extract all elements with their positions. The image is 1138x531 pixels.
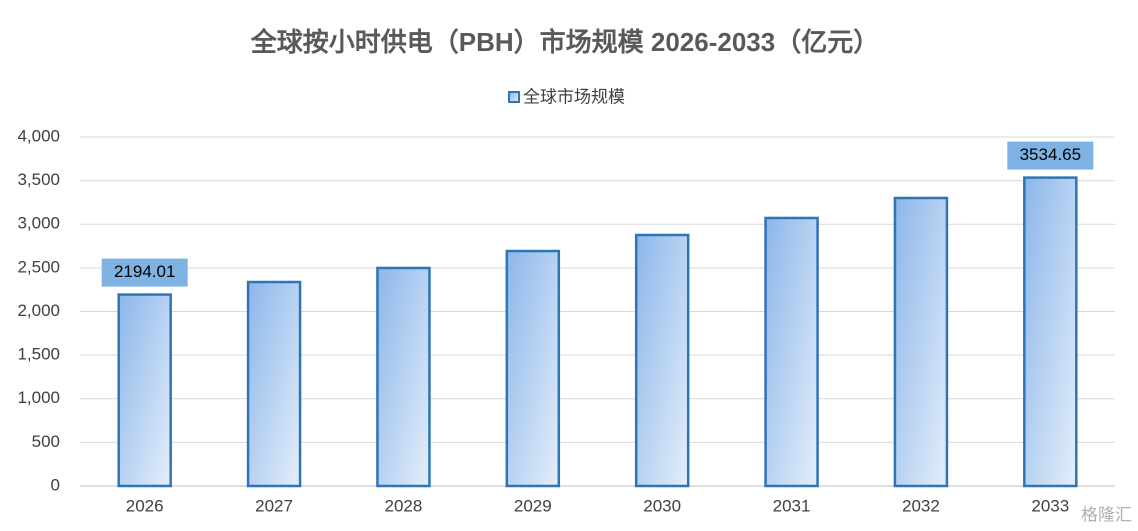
bar — [893, 196, 949, 488]
x-tick-label: 2026 — [126, 496, 164, 515]
bar — [376, 266, 431, 488]
x-tick-label: 2030 — [643, 496, 681, 515]
y-tick-label: 3,000 — [17, 214, 60, 233]
legend: 全球市场规模 — [508, 87, 625, 106]
watermark: 格隆汇 — [1081, 505, 1132, 524]
y-tick-label: 2,500 — [17, 257, 60, 276]
legend-swatch — [508, 91, 520, 103]
data-label: 2194.01 — [114, 262, 175, 281]
bar — [634, 233, 690, 488]
y-tick-label: 0 — [51, 475, 60, 494]
bar — [117, 293, 172, 488]
bar — [505, 249, 561, 488]
x-tick-label: 2027 — [255, 496, 293, 515]
x-tick-label: 2028 — [385, 496, 423, 515]
x-tick-label: 2029 — [514, 496, 552, 515]
data-label-box — [1007, 141, 1094, 170]
x-tick-label: 2031 — [773, 496, 811, 515]
bar — [1023, 176, 1078, 488]
data-label: 3534.65 — [1020, 145, 1081, 164]
y-tick-label: 4,000 — [17, 126, 60, 145]
data-label-box — [101, 258, 188, 287]
bar — [246, 280, 302, 488]
chart-title: 全球按小时供电（PBH）市场规模 2026-2033（亿元） — [250, 27, 879, 57]
y-tick-label: 2,000 — [17, 301, 60, 320]
bar — [764, 216, 819, 488]
y-tick-label: 3,500 — [17, 170, 60, 189]
y-tick-label: 1,000 — [17, 388, 60, 407]
y-tick-label: 500 — [32, 432, 60, 451]
y-tick-label: 1,500 — [17, 345, 60, 364]
x-tick-label: 2032 — [902, 496, 940, 515]
x-tick-label: 2033 — [1031, 496, 1069, 515]
legend-label: 全球市场规模 — [523, 87, 625, 106]
